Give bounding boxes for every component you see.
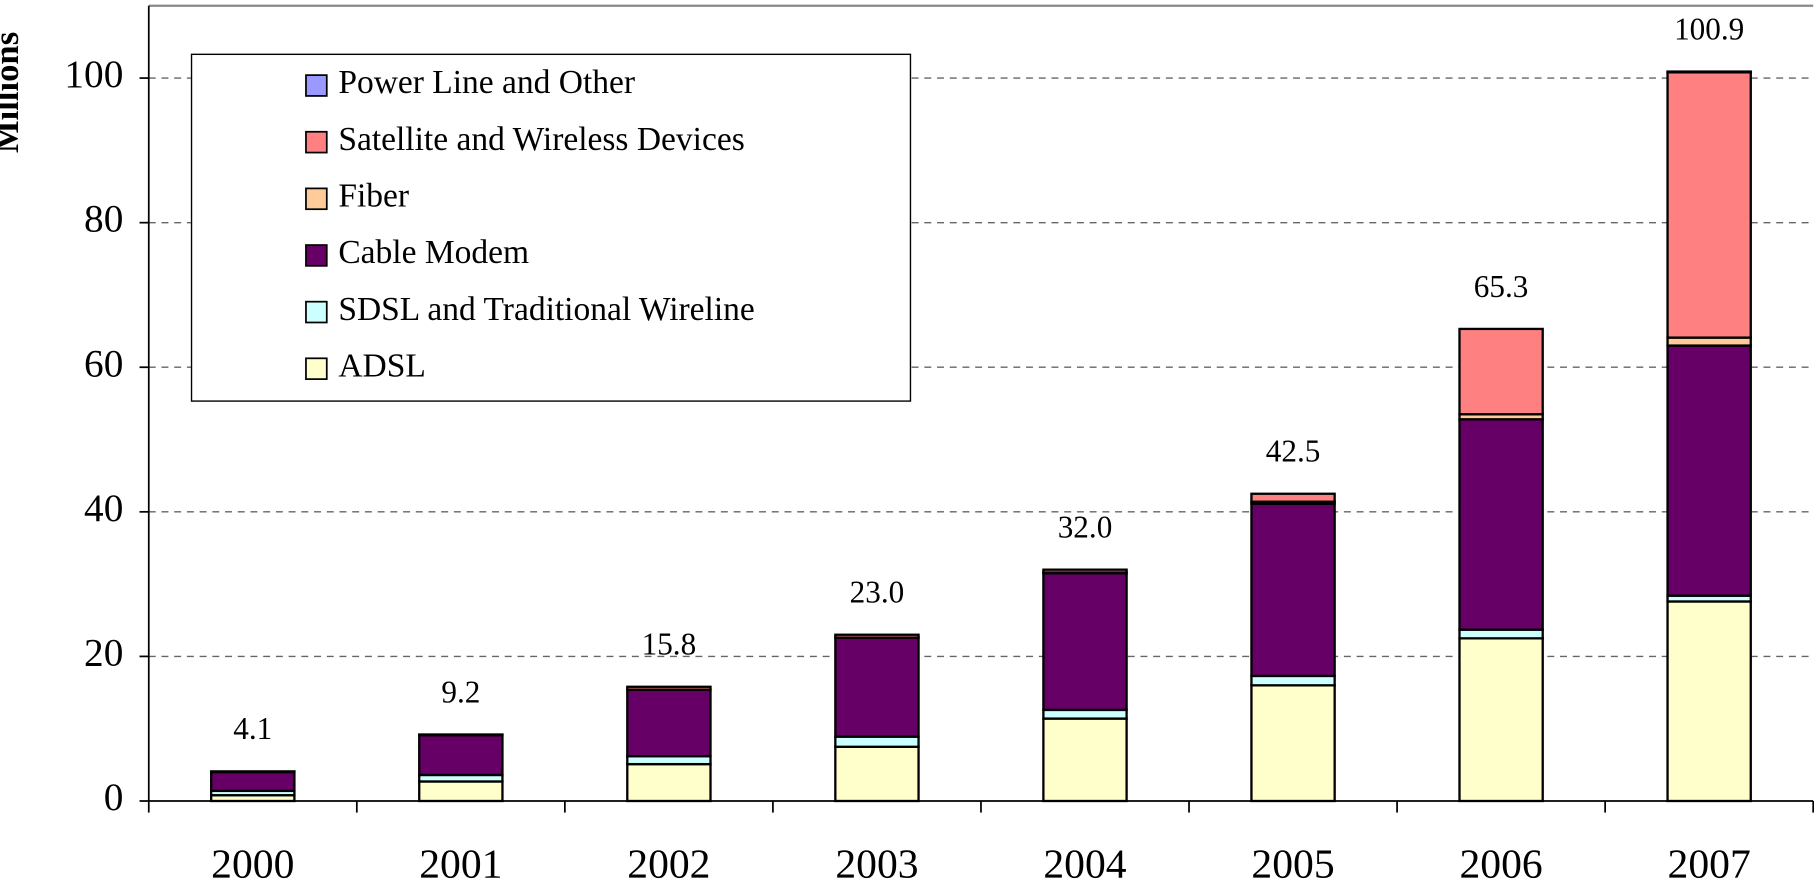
bar-segment — [834, 745, 920, 803]
y-axis-title: Millions — [0, 32, 26, 153]
bar-segment — [1250, 502, 1336, 678]
bar-segment — [626, 755, 712, 766]
legend-swatch — [305, 300, 328, 324]
bar-segment — [418, 780, 504, 803]
bar-segment — [418, 734, 504, 777]
bar-segment — [1666, 344, 1752, 597]
x-tick-label: 2007 — [1668, 842, 1751, 888]
bar-segment — [1458, 637, 1544, 803]
total-label: 23.0 — [850, 575, 905, 610]
bar-segment — [834, 633, 920, 639]
x-tick-label: 2002 — [627, 842, 710, 888]
legend-swatch — [305, 74, 328, 97]
bar-segment — [1666, 336, 1752, 347]
bar-segment — [834, 735, 920, 748]
y-tick-label: 0 — [104, 776, 124, 819]
y-tick-label: 60 — [84, 342, 123, 385]
legend-label: Power Line and Other — [338, 64, 635, 101]
bar-segment — [418, 733, 504, 737]
bar-segment — [1042, 708, 1128, 720]
legend-swatch — [305, 357, 328, 380]
bar-segment — [1042, 568, 1128, 574]
bar-segment — [1042, 572, 1128, 712]
legend-label: SDSL and Traditional Wireline — [338, 291, 754, 328]
y-tick-label: 80 — [84, 198, 123, 241]
legend-swatch — [305, 187, 328, 211]
x-tick-label: 2000 — [211, 842, 294, 888]
bar-segment — [626, 762, 712, 803]
total-label: 15.8 — [642, 627, 697, 662]
y-tick-label: 100 — [64, 53, 123, 96]
legend-box — [190, 53, 912, 402]
total-label: 4.1 — [233, 711, 272, 746]
x-tick-label: 2005 — [1251, 842, 1334, 888]
total-label: 9.2 — [441, 674, 480, 709]
bar-segment — [1458, 327, 1544, 416]
bar-segment — [834, 636, 920, 738]
total-label: 65.3 — [1474, 269, 1529, 304]
bar-segment — [1458, 628, 1544, 640]
x-tick-label: 2004 — [1043, 842, 1126, 888]
total-label: 32.0 — [1058, 510, 1113, 545]
bar-segment — [210, 770, 296, 774]
x-tick-label: 2001 — [419, 842, 502, 888]
bar-segment — [1458, 418, 1544, 631]
bar-segment — [210, 770, 296, 793]
legend-label: ADSL — [338, 347, 425, 384]
y-tick-label: 40 — [84, 487, 123, 530]
total-label: 100.9 — [1674, 11, 1744, 46]
bar-segment — [1666, 70, 1752, 74]
bar-segment — [1250, 674, 1336, 687]
bar-segment — [1250, 684, 1336, 803]
bar-segment — [626, 688, 712, 758]
bar-segment — [1250, 492, 1336, 503]
legend-swatch — [305, 244, 328, 267]
bar-segment — [1042, 717, 1128, 803]
bar-segment — [1666, 600, 1752, 803]
total-label: 42.5 — [1266, 434, 1321, 469]
legend-swatch — [305, 130, 328, 154]
x-tick-label: 2003 — [835, 842, 918, 888]
legend-label: Cable Modem — [338, 234, 529, 271]
legend-label: Satellite and Wireless Devices — [338, 121, 744, 158]
x-tick-label: 2006 — [1459, 842, 1542, 888]
y-tick-label: 20 — [84, 631, 123, 674]
legend-label: Fiber — [338, 177, 409, 214]
bar-segment — [626, 685, 712, 691]
bar-segment — [1666, 71, 1752, 339]
